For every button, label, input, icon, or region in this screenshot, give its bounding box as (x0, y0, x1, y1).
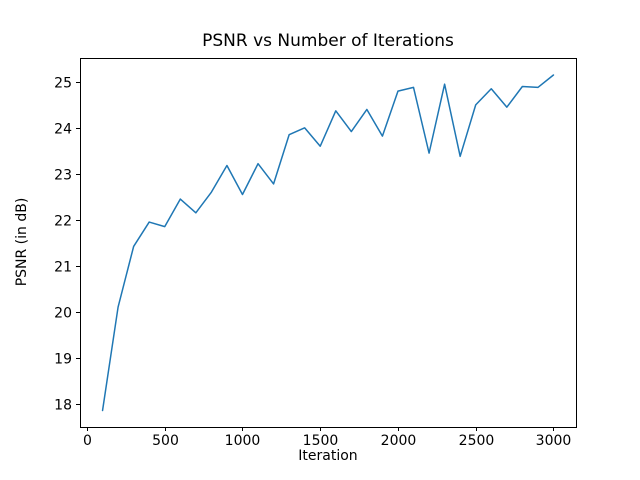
x-tick-label: 3000 (536, 433, 572, 449)
chart-title: PSNR vs Number of Iterations (202, 31, 454, 51)
x-axis-label: Iteration (298, 448, 358, 464)
x-tick-label: 1000 (225, 433, 261, 449)
y-tick-label: 19 (54, 352, 72, 368)
y-tick-label: 22 (54, 214, 72, 230)
y-tick-label: 25 (54, 76, 72, 92)
y-axis-label: PSNR (in dB) (14, 197, 30, 287)
y-tick-label: 20 (54, 306, 72, 322)
psnr-line (101, 74, 555, 412)
x-tick-label: 2500 (459, 433, 495, 449)
axes-spines (80, 58, 577, 428)
y-tick-label: 18 (54, 398, 72, 414)
x-tick-label: 2000 (381, 433, 417, 449)
y-tick-label: 24 (54, 122, 72, 138)
x-tick-label: 1500 (303, 433, 339, 449)
y-tick-label: 23 (54, 168, 72, 184)
y-tick-label: 21 (54, 260, 72, 276)
x-tick-label: 0 (83, 433, 92, 449)
x-tick-label: 500 (152, 433, 179, 449)
